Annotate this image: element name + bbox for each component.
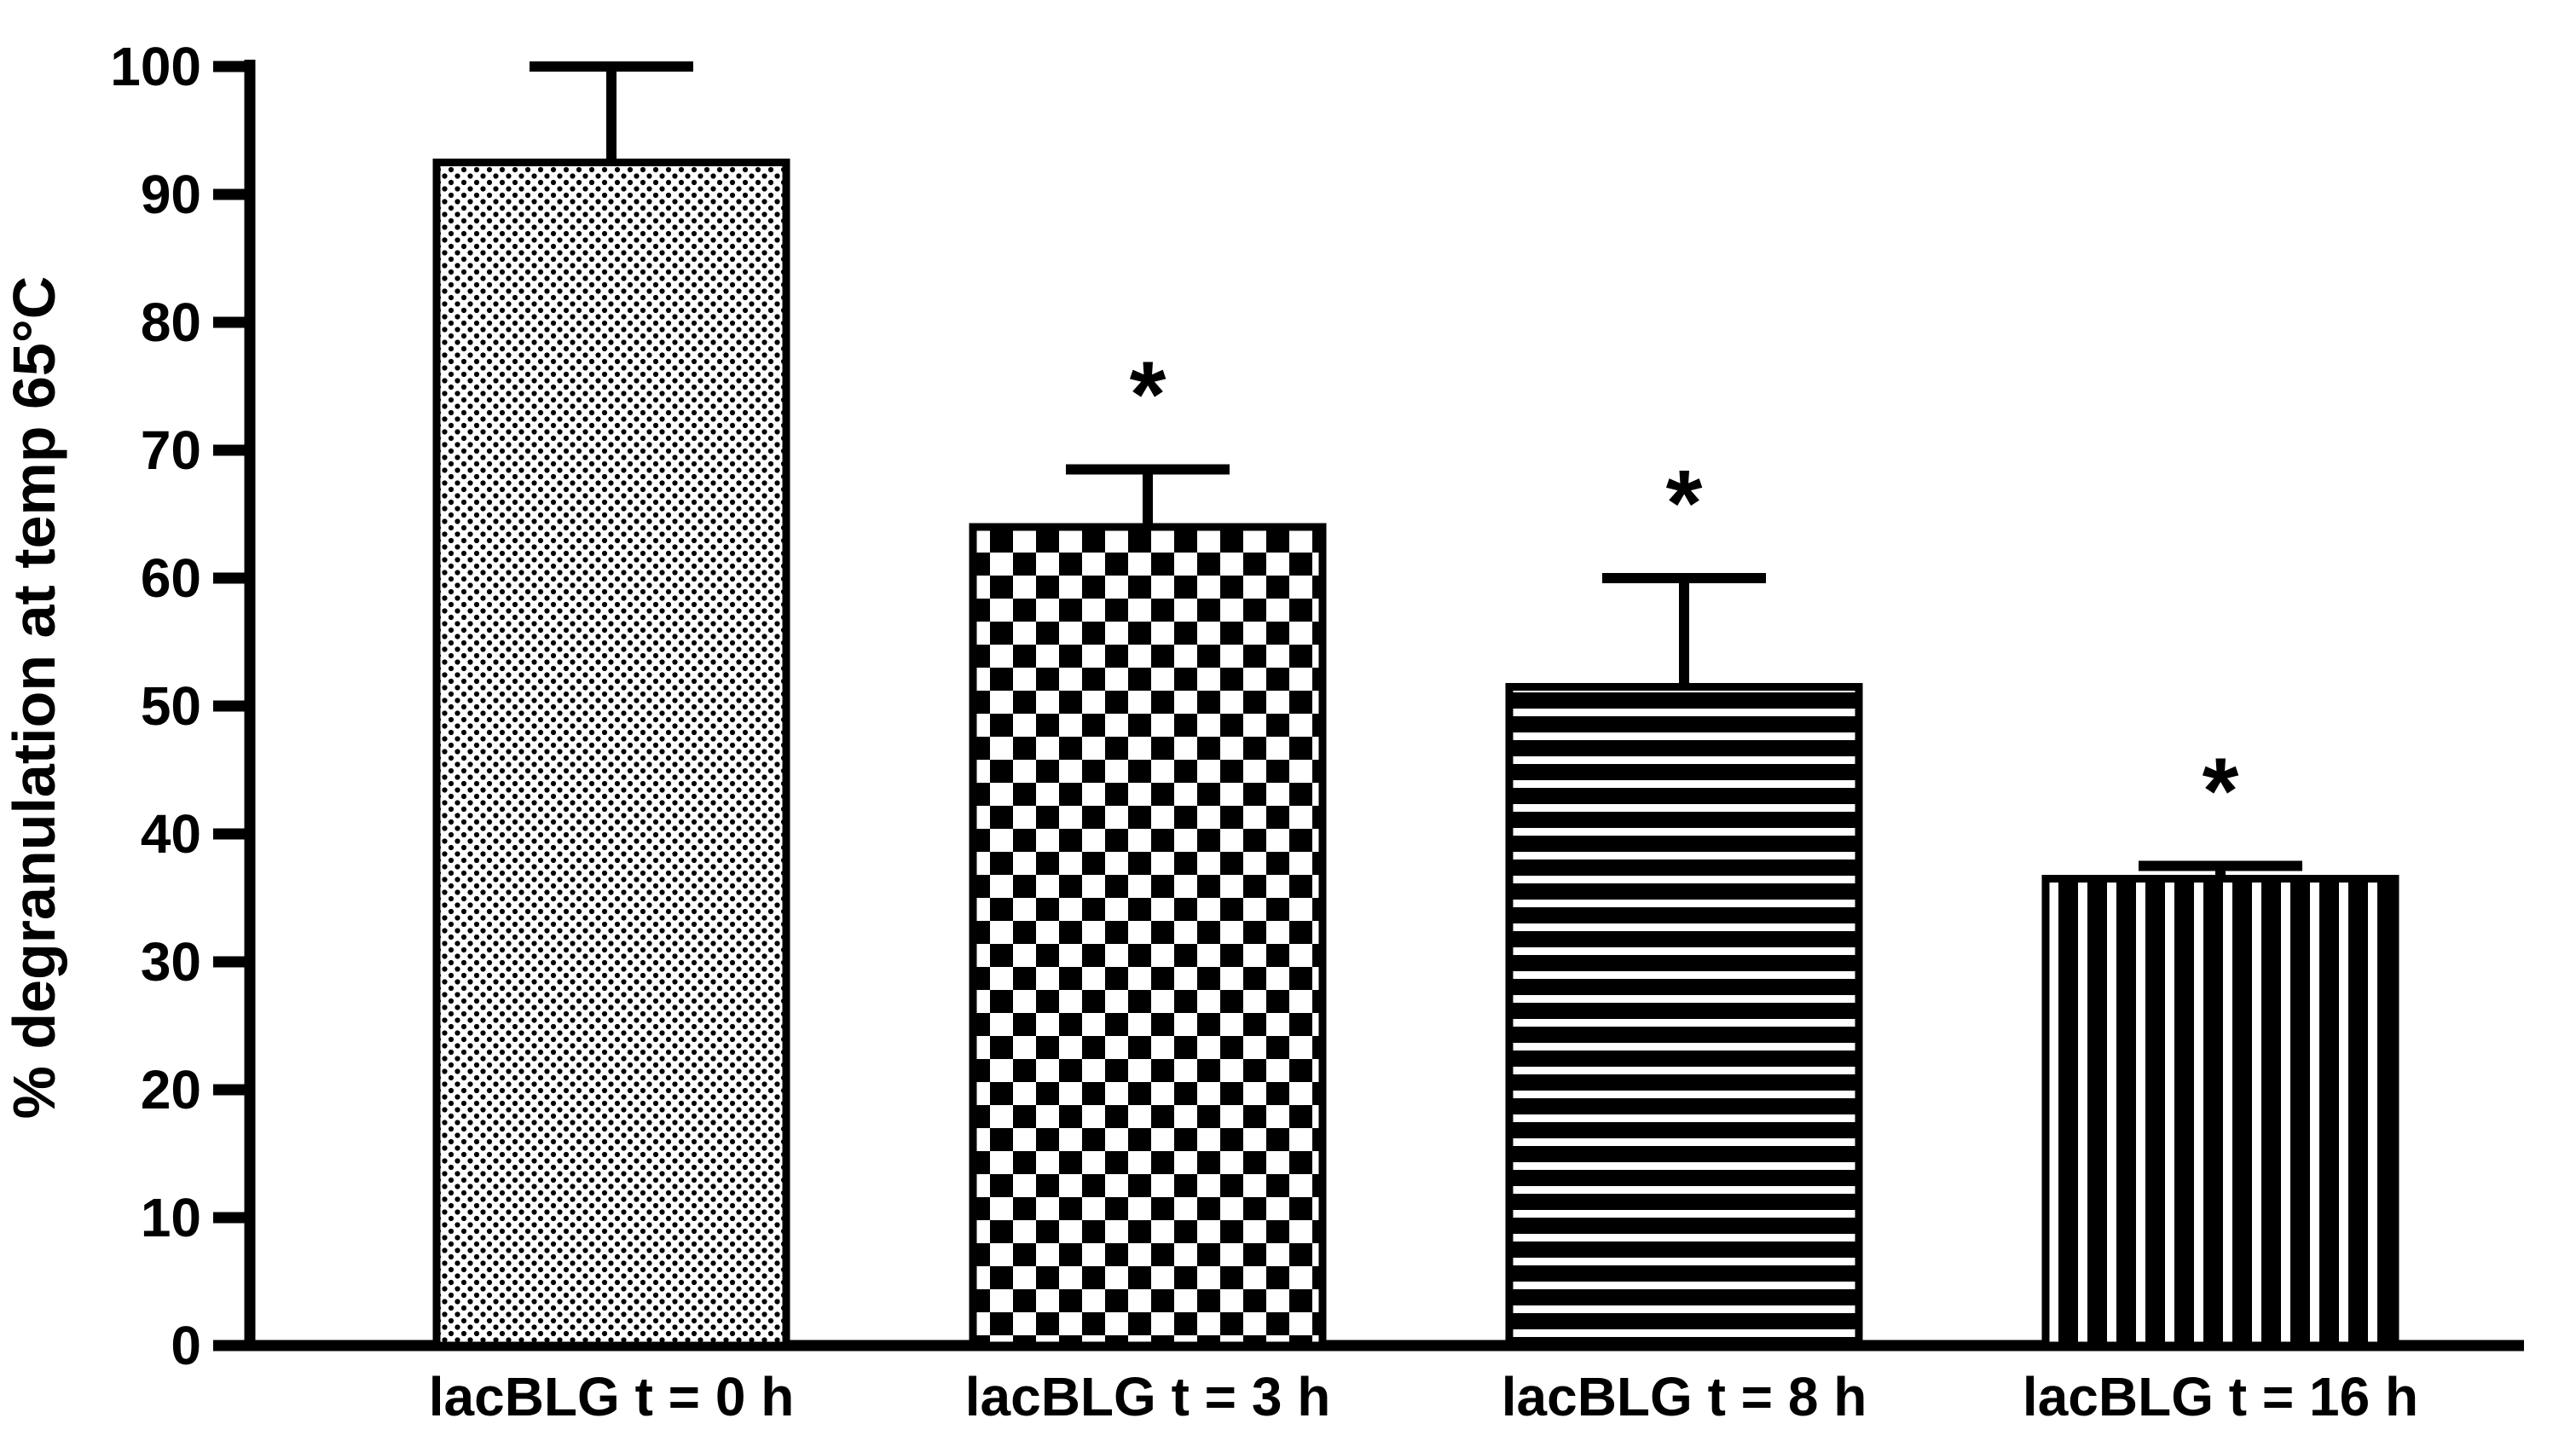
significance-asterisk-1: * bbox=[1130, 343, 1166, 448]
y-tick-label: 30 bbox=[141, 931, 201, 993]
y-tick-label: 0 bbox=[171, 1315, 201, 1376]
y-tick-label: 80 bbox=[141, 292, 201, 353]
y-tick-label: 50 bbox=[141, 675, 201, 737]
significance-asterisk-2: * bbox=[1666, 451, 1703, 556]
x-category-label-0: lacBLG t = 0 h bbox=[429, 1366, 795, 1427]
y-tick-label: 100 bbox=[110, 36, 201, 97]
y-tick-label: 70 bbox=[141, 420, 201, 481]
y-axis-label: % degranulation at temp 65°C bbox=[1, 276, 67, 1120]
x-category-label-2: lacBLG t = 8 h bbox=[1502, 1366, 1867, 1427]
bar-0 bbox=[432, 159, 790, 1350]
y-tick-label: 90 bbox=[141, 164, 201, 225]
significance-asterisk-3: * bbox=[2203, 739, 2239, 844]
y-tick-label: 40 bbox=[141, 803, 201, 865]
bar-2 bbox=[1505, 683, 1863, 1350]
y-tick-label: 20 bbox=[141, 1059, 201, 1120]
x-category-label-1: lacBLG t = 3 h bbox=[965, 1366, 1331, 1427]
bar-1 bbox=[969, 523, 1327, 1350]
bar-3 bbox=[2041, 875, 2399, 1350]
y-tick-label: 10 bbox=[141, 1187, 201, 1248]
y-tick-label: 60 bbox=[141, 547, 201, 609]
x-category-label-3: lacBLG t = 16 h bbox=[2023, 1366, 2418, 1427]
